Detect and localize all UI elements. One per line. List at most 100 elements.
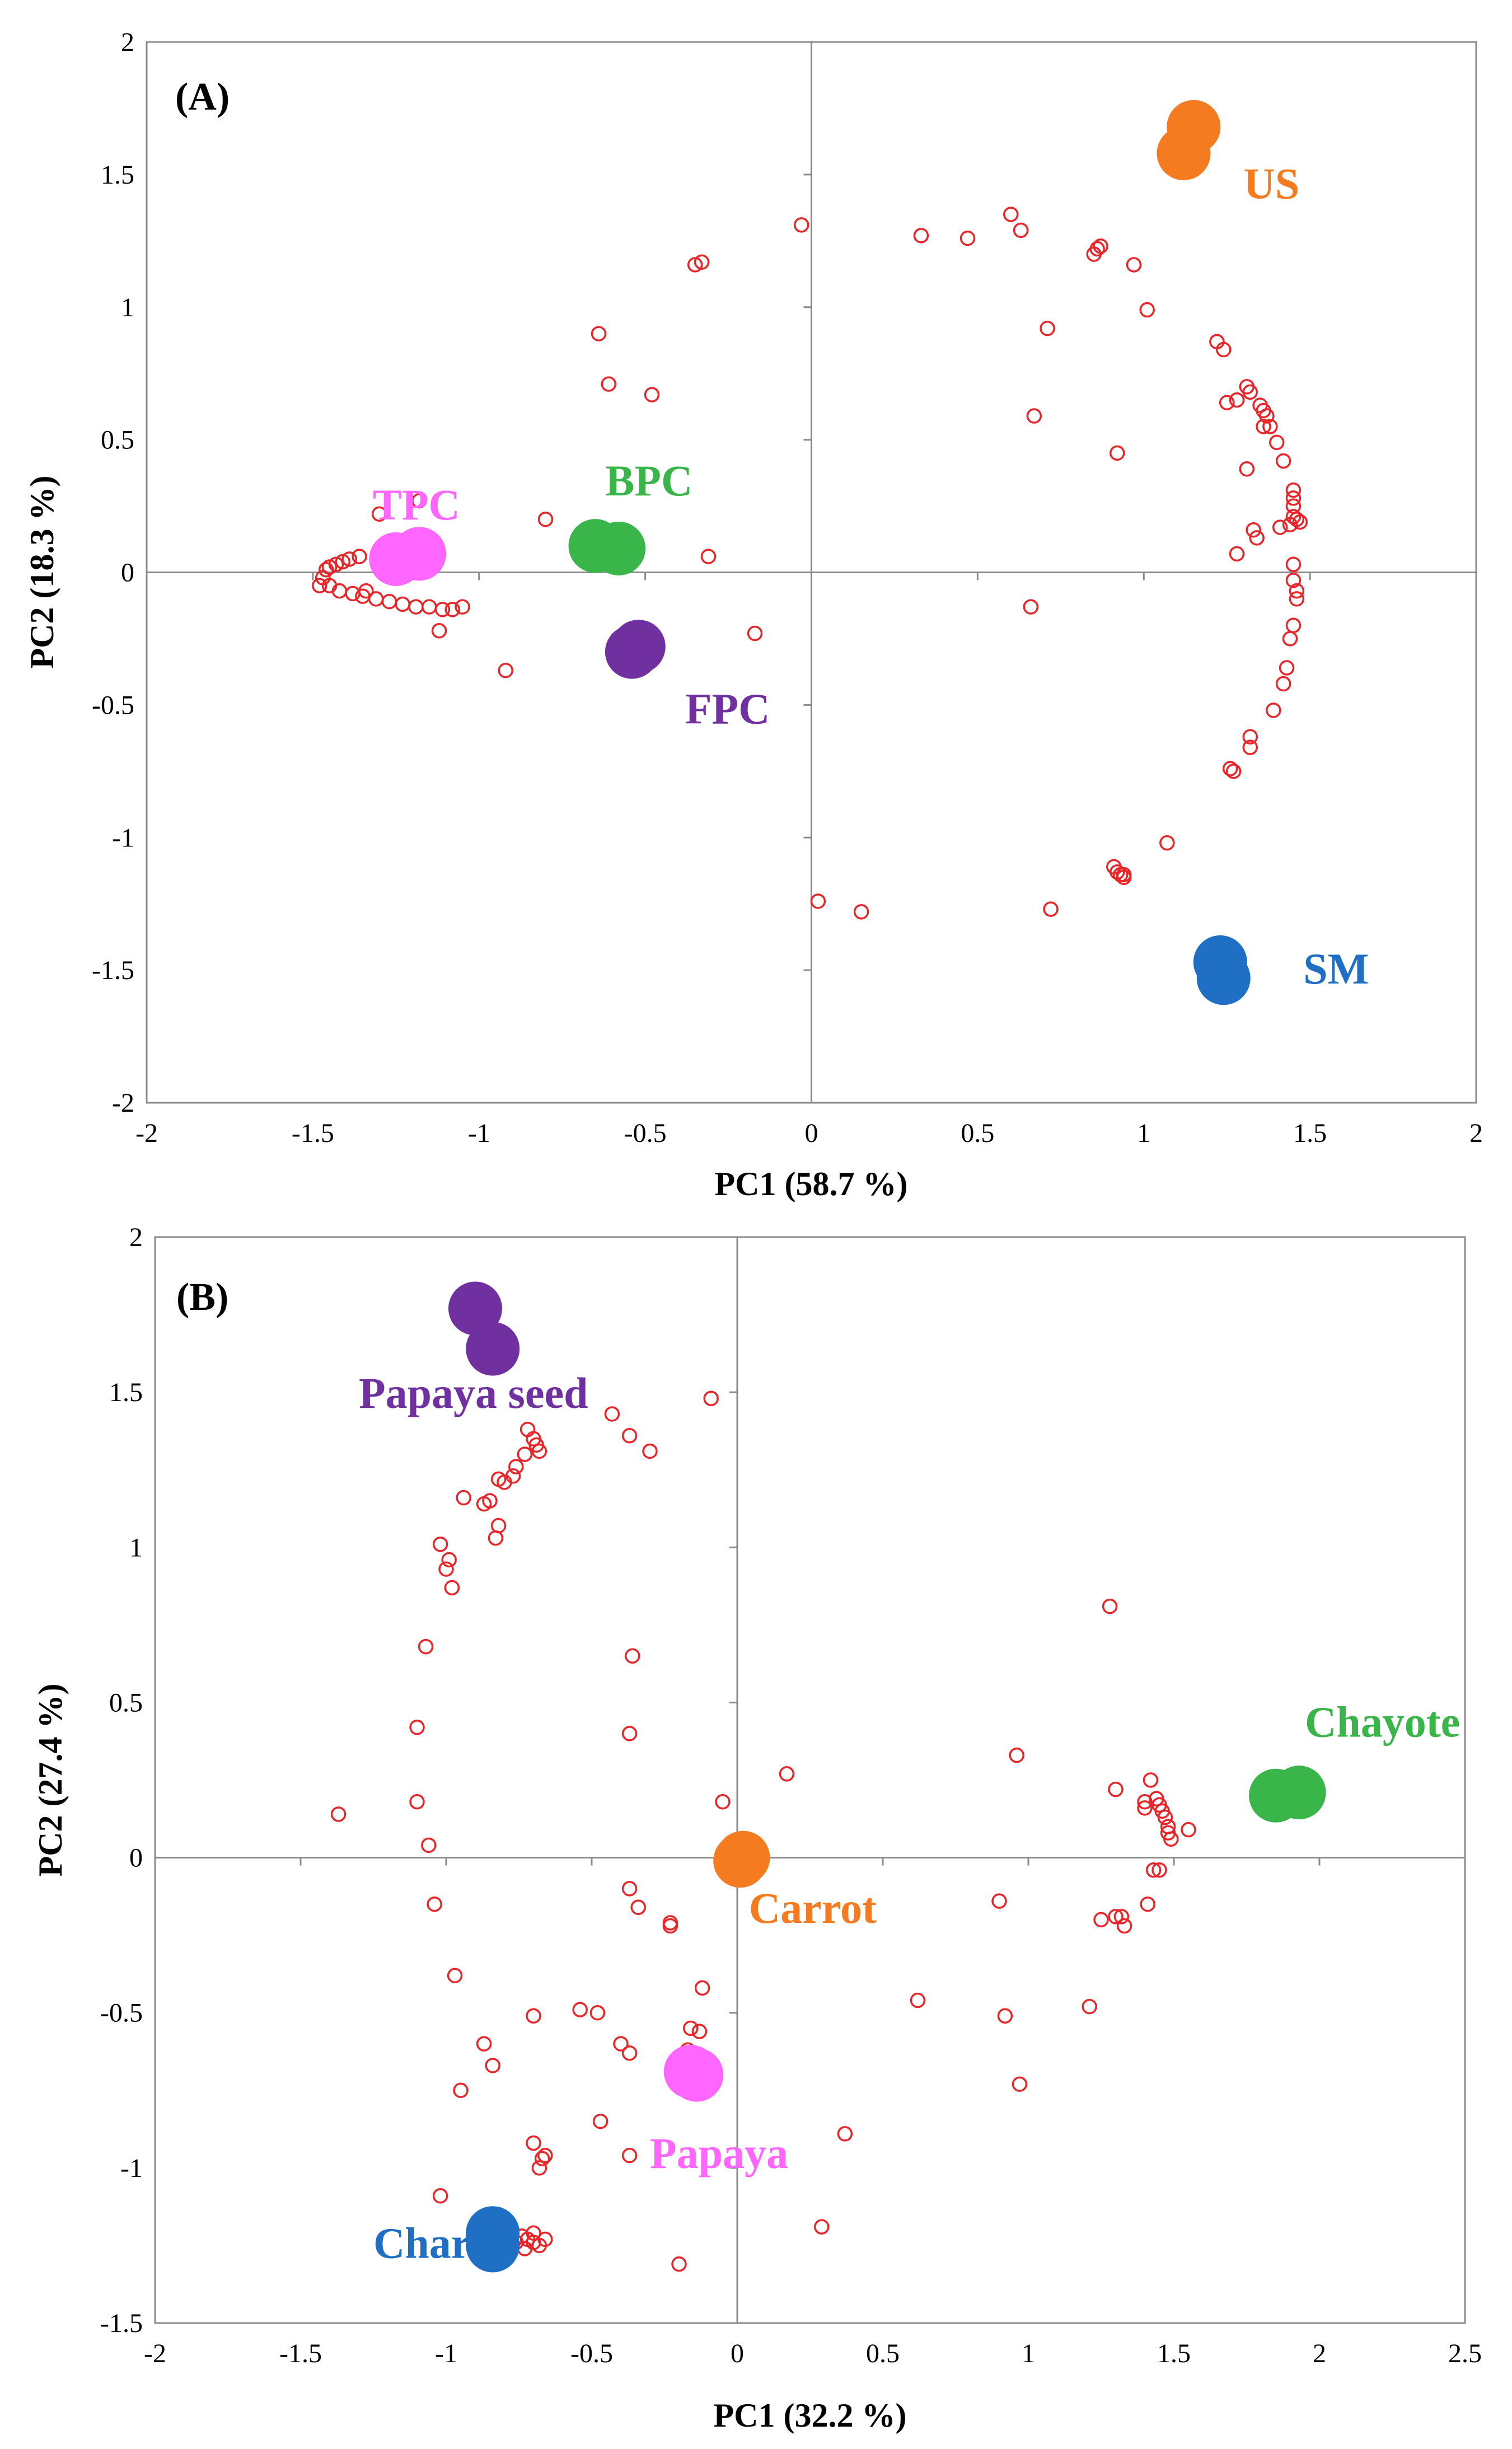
loading-point <box>1242 384 1258 400</box>
loading-point <box>1137 1800 1153 1816</box>
loading-point <box>1126 257 1142 273</box>
panel-a-y-axis-title: PC2 (18.3 %) <box>24 476 60 669</box>
loading-point <box>1256 419 1271 434</box>
loading-point <box>1003 207 1019 222</box>
group-label-chayote: Chayote <box>1305 1697 1460 1746</box>
loading-point <box>1262 419 1278 434</box>
loading-point <box>642 1443 658 1459</box>
group-point-chard <box>466 2218 520 2273</box>
y-tick-label: 2 <box>121 27 134 57</box>
loading-point <box>427 1896 442 1912</box>
loading-point <box>1246 522 1261 538</box>
loading-point <box>1282 631 1298 647</box>
y-tick-label: 0 <box>129 1843 143 1873</box>
loading-point <box>601 376 617 392</box>
loading-point <box>991 1893 1007 1909</box>
loading-point <box>1269 434 1285 451</box>
loading-point <box>1108 1909 1124 1924</box>
loading-point <box>312 578 327 593</box>
loading-point <box>1093 1912 1109 1928</box>
y-tick-label: 0 <box>121 558 134 588</box>
x-tick-label: -1 <box>468 1118 490 1148</box>
y-tick-label: -1 <box>120 2153 143 2183</box>
loading-point <box>1151 1862 1167 1878</box>
panel-b-x-ticks: -2 -1.5 -1 -0.5 0 0.5 1 1.5 2 2.5 <box>144 1857 1482 2368</box>
loading-point <box>621 1427 638 1444</box>
loading-point <box>671 2256 687 2272</box>
panel-b-zero-lines <box>155 1237 1465 2323</box>
loading-point <box>1222 761 1238 776</box>
y-tick-label: 2 <box>129 1223 143 1252</box>
panel-a-group-labels: TPC BPC FPC US SM <box>373 160 1369 993</box>
group-label-papaya-seed: Papaya seed <box>359 1369 588 1417</box>
loading-point <box>508 1459 524 1474</box>
loading-point <box>488 1530 504 1546</box>
y-tick-label: -1.5 <box>100 2308 143 2338</box>
loading-point <box>1266 703 1281 718</box>
loading-point <box>537 512 554 527</box>
loading-point <box>432 2188 448 2204</box>
loading-point <box>330 1806 347 1822</box>
x-tick-label: 1 <box>1137 1118 1150 1148</box>
loading-point <box>625 1648 640 1664</box>
panel-b-y-axis-title: PC2 (27.4 %) <box>32 1684 69 1877</box>
loading-point <box>1249 530 1265 546</box>
x-tick-label: -2 <box>135 1118 158 1148</box>
loading-point <box>1116 869 1132 886</box>
loading-point <box>1082 1998 1097 2015</box>
loading-point <box>534 2151 550 2166</box>
loading-point <box>1229 392 1245 408</box>
group-label-carrot: Carrot <box>749 1884 877 1932</box>
loading-point <box>341 551 357 567</box>
y-tick-label: 0.5 <box>101 425 134 455</box>
loading-point <box>1026 408 1042 424</box>
loading-point <box>1272 519 1288 535</box>
loading-point <box>1102 1598 1118 1614</box>
x-tick-label: 2.5 <box>1448 2339 1482 2368</box>
panel-b-plot-area <box>154 1236 1466 2324</box>
group-label-tpc: TPC <box>373 480 460 529</box>
loading-point <box>1275 676 1291 692</box>
loading-point <box>683 2020 699 2036</box>
loading-point <box>1219 395 1235 411</box>
panel-b-group-labels: Papaya seed Chayote Carrot Papaya Chard <box>359 1369 1460 2268</box>
loading-point <box>1181 1821 1196 1838</box>
loading-point <box>438 1561 454 1577</box>
loading-point <box>531 1443 547 1459</box>
loading-point <box>621 1881 638 1897</box>
loading-point <box>335 554 351 570</box>
loading-point <box>613 2036 629 2052</box>
loading-point <box>411 493 427 509</box>
group-point-sm <box>1196 951 1251 1005</box>
loading-point <box>1242 729 1258 744</box>
loading-point <box>1259 408 1275 424</box>
panel-b-y-ticks: -1.5 -1 -0.5 0 0.5 1 1.5 2 <box>100 1223 737 2338</box>
loading-point <box>1216 341 1232 358</box>
y-tick-label: -2 <box>112 1088 134 1118</box>
panel-a: -2 -1.5 -1 -0.5 0 0.5 1 1.5 2 -2 -1.5 -1 -0.5 0 0.5 1 1… <box>24 27 1483 1202</box>
loading-point <box>1040 320 1055 336</box>
loading-point <box>997 2008 1013 2024</box>
loading-point <box>537 2231 553 2247</box>
loading-point <box>837 2126 853 2142</box>
x-tick-label: -0.5 <box>624 1118 667 1148</box>
group-label-chard: Chard <box>373 2219 495 2268</box>
loading-point <box>328 556 344 573</box>
loading-point <box>630 1899 646 1916</box>
loading-point <box>1285 556 1302 573</box>
loading-point <box>747 625 763 641</box>
group-point-us <box>1157 126 1211 180</box>
y-tick-label: -0.5 <box>100 1998 143 2028</box>
y-tick-label: 1.5 <box>101 160 134 190</box>
loading-point <box>1285 482 1302 498</box>
loading-point <box>853 904 869 920</box>
x-tick-label: 0 <box>805 1118 818 1148</box>
x-tick-label: 2 <box>1313 2339 1326 2368</box>
y-tick-label: -1.5 <box>92 956 134 985</box>
loading-point <box>409 1794 425 1810</box>
loading-point <box>1239 461 1255 477</box>
loading-point <box>694 1980 710 1996</box>
loading-point <box>1159 835 1175 851</box>
loading-point <box>444 602 460 617</box>
